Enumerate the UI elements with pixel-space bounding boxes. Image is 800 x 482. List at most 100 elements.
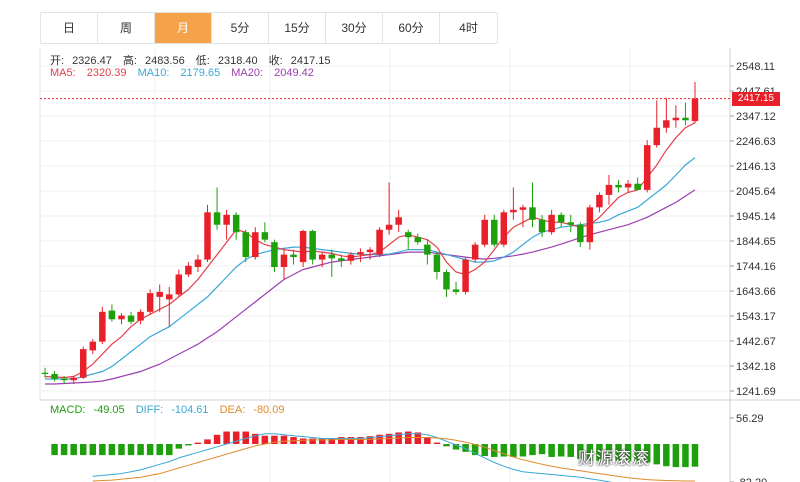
y-tick-label: 1643.66 xyxy=(736,286,776,298)
candle-body xyxy=(643,145,651,190)
candle-body xyxy=(424,244,431,255)
macd-bar xyxy=(51,444,58,456)
candle-body xyxy=(672,117,680,121)
y-tick-label: 2045.64 xyxy=(736,186,776,198)
diff-value: -104.61 xyxy=(171,404,209,416)
candle-body xyxy=(510,209,517,213)
candle-body xyxy=(309,230,316,260)
macd-tick-label: 56.29 xyxy=(736,413,764,425)
macd-label: MACD: xyxy=(50,404,86,416)
macd-bar xyxy=(252,433,259,445)
macd-bar xyxy=(204,439,211,445)
tab-0[interactable]: 日 xyxy=(41,13,98,43)
macd-bar xyxy=(89,444,97,456)
close-label: 收: xyxy=(268,55,283,67)
macd-bar xyxy=(194,442,202,445)
tab-7[interactable]: 4时 xyxy=(459,21,478,35)
tab-6[interactable]: 60分 xyxy=(383,13,440,43)
candle-body xyxy=(318,254,326,260)
tab-4[interactable]: 15分 xyxy=(269,13,326,43)
y-tick-label: 1744.16 xyxy=(736,261,776,273)
candle-body xyxy=(213,212,221,225)
candle-body xyxy=(347,254,355,261)
y-tick-label: 2548.11 xyxy=(736,61,775,73)
macd-bar xyxy=(366,436,374,445)
tab-1[interactable]: 周 xyxy=(98,13,155,43)
candle-body xyxy=(376,229,383,255)
candle-body xyxy=(615,184,622,188)
candle-body xyxy=(357,252,364,255)
macd-value: -49.05 xyxy=(93,404,125,416)
candle-body xyxy=(290,254,297,258)
candle-body xyxy=(395,217,402,225)
macd-info: MACD: -49.05 DIFF: -104.61 DEA: -80.09 xyxy=(50,404,292,416)
candle-body xyxy=(500,212,508,245)
macd-bar xyxy=(185,444,192,446)
macd-bar xyxy=(691,444,699,467)
macd-bar xyxy=(60,444,68,456)
macd-bar xyxy=(338,437,345,445)
candle-body xyxy=(481,219,488,245)
macd-bar xyxy=(538,444,546,455)
candle-body xyxy=(462,259,469,292)
ma20-value: 2049.42 xyxy=(274,67,314,79)
candle-body xyxy=(328,254,336,259)
candle-body xyxy=(634,183,641,190)
candle-body xyxy=(338,258,345,261)
macd-bar xyxy=(175,444,183,449)
candle-body xyxy=(577,224,584,243)
candle-body xyxy=(548,214,555,233)
candle-body xyxy=(529,207,536,220)
candle-body xyxy=(404,232,412,238)
macd-bar xyxy=(108,444,116,456)
macd-bar xyxy=(624,444,632,462)
candle-body xyxy=(108,310,116,320)
candle-body xyxy=(596,194,603,208)
macd-bar xyxy=(510,444,517,457)
open-label: 开: xyxy=(50,55,65,67)
candles-group xyxy=(41,82,699,384)
tab-3[interactable]: 5分 xyxy=(212,13,269,43)
macd-bar xyxy=(99,444,106,456)
dea-line xyxy=(92,437,695,482)
chart-grid xyxy=(39,48,800,482)
y-tick-label: 2347.12 xyxy=(736,111,776,123)
ma5-value: 2320.39 xyxy=(86,67,127,79)
macd-bar xyxy=(242,431,249,445)
candle-body xyxy=(433,254,441,273)
macd-bar xyxy=(596,444,603,461)
macd-bar xyxy=(118,444,125,456)
ma-info: MA5: 2320.39 MA10: 2179.65 MA20: 2049.42 xyxy=(50,67,322,79)
high-value: 2483.56 xyxy=(144,55,185,67)
candle-body xyxy=(70,377,77,381)
macd-bar xyxy=(328,438,336,445)
macd-bar xyxy=(605,444,613,461)
candle-body xyxy=(271,242,278,268)
macd-bar xyxy=(433,442,441,445)
ma10-value: 2179.65 xyxy=(180,67,221,79)
diff-label: DIFF: xyxy=(135,404,164,416)
high-label: 高: xyxy=(122,55,137,67)
candle-body xyxy=(443,272,450,290)
macd-bar xyxy=(500,444,508,457)
candle-body xyxy=(471,244,479,260)
macd-panel: 56.29 -82.20 xyxy=(51,413,767,482)
y-tick-label: 1342.18 xyxy=(736,361,776,373)
macd-bar xyxy=(567,444,574,457)
macd-bar xyxy=(213,434,221,445)
ma20-label: MA20: xyxy=(231,67,264,79)
y-tick-label: 2246.63 xyxy=(736,136,776,148)
ma10-label: MA10: xyxy=(137,67,170,79)
period-tabs: 日周月 5分 15分 30分 60分 4时 xyxy=(40,12,498,44)
candle-body xyxy=(194,259,202,268)
candle-body xyxy=(653,127,661,146)
tab-2[interactable]: 月 xyxy=(155,13,212,43)
tab-5[interactable]: 30分 xyxy=(326,13,383,43)
macd-bar xyxy=(634,444,641,463)
candle-body xyxy=(538,219,546,233)
macd-bar xyxy=(166,444,173,456)
macd-bar xyxy=(424,437,431,445)
candle-body xyxy=(366,249,374,253)
macd-bar xyxy=(443,444,450,447)
